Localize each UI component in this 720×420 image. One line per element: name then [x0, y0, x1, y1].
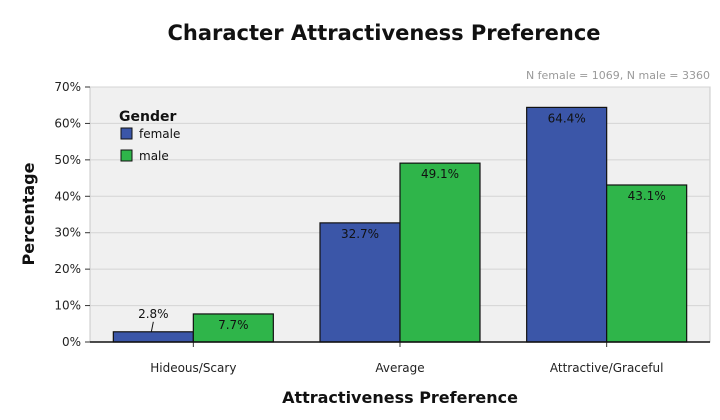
y-tick-label: 10%	[54, 299, 81, 313]
data-label: 49.1%	[421, 167, 459, 181]
data-label-leader	[150, 321, 154, 332]
data-label: 2.8%	[138, 307, 169, 321]
bar-female-0	[112, 331, 194, 343]
data-label: 32.7%	[341, 227, 379, 241]
y-tick-label: 0%	[62, 335, 81, 349]
y-tick-label: 50%	[54, 153, 81, 167]
bar-female-1	[319, 222, 401, 343]
legend-label-female: female	[139, 127, 180, 141]
legend: Gender female male	[119, 109, 180, 163]
y-tick-label: 60%	[54, 116, 81, 130]
y-tick-label: 70%	[54, 80, 81, 94]
x-axis-title: Attractiveness Preference	[282, 388, 518, 407]
y-axis-title: Percentage	[19, 162, 38, 265]
bar-female-2	[526, 106, 608, 343]
bars: 2.8% 7.7% 32.7% 49.1% 64.4% 43.1%	[112, 106, 688, 343]
bar-male-1	[399, 162, 481, 343]
legend-swatch-male	[120, 149, 133, 162]
legend-title: Gender	[119, 109, 176, 125]
y-tick-label: 30%	[54, 226, 81, 240]
sample-size-note: N female = 1069, N male = 3360	[526, 69, 710, 82]
legend-swatch-female	[120, 127, 133, 140]
category-label: Average	[375, 361, 424, 375]
data-label: 64.4%	[548, 111, 586, 125]
y-tick-label: 40%	[54, 189, 81, 203]
category-label: Attractive/Graceful	[550, 361, 664, 375]
bar-male-0	[192, 313, 274, 343]
chart-title: Character Attractiveness Preference	[167, 21, 600, 45]
category-label: Hideous/Scary	[150, 361, 236, 375]
legend-label-male: male	[139, 149, 169, 163]
bar-male-2	[606, 184, 688, 343]
y-axis-ticks: 0% 10% 20% 30% 40% 50% 60% 70%	[54, 80, 90, 349]
category-labels: Hideous/Scary Average Attractive/Graceful	[90, 341, 710, 375]
data-label: 7.7%	[218, 318, 249, 332]
data-label: 43.1%	[628, 189, 666, 203]
y-tick-label: 20%	[54, 262, 81, 276]
